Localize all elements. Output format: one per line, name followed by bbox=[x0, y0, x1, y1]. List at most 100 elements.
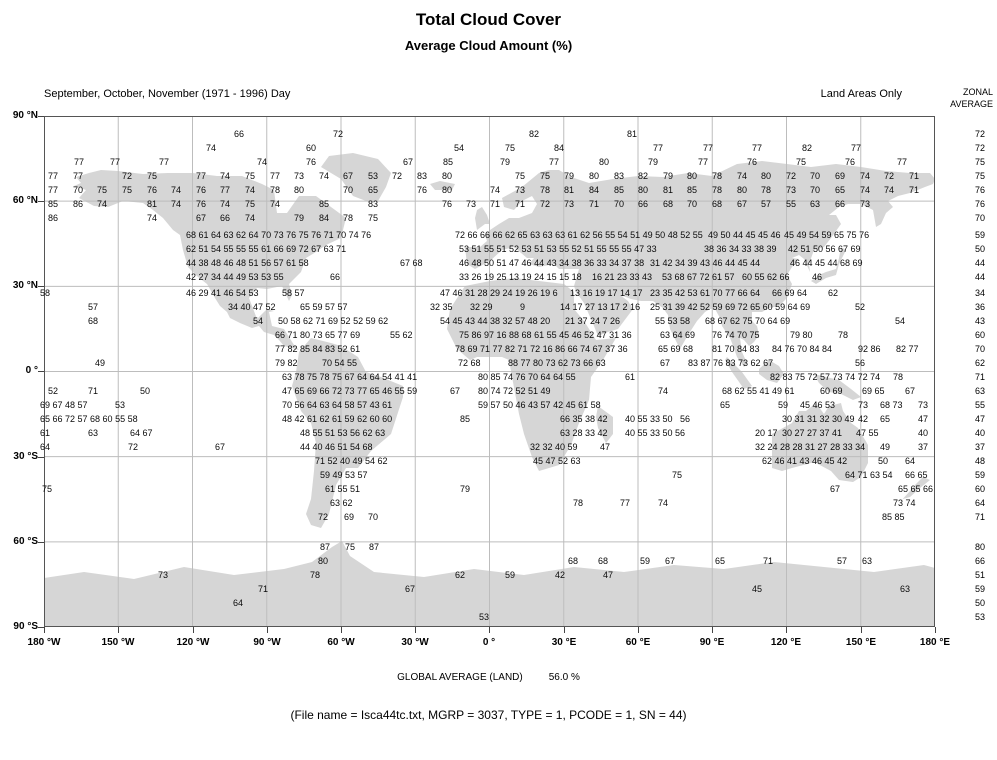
cloud-value: 62 46 41 43 46 45 42 bbox=[762, 456, 848, 466]
longitude-tick bbox=[638, 627, 639, 633]
cloud-value: 77 bbox=[752, 143, 763, 153]
cloud-value: 78 bbox=[540, 185, 551, 195]
period-label: September, October, November (1971 - 199… bbox=[44, 88, 291, 100]
cloud-value: 54 bbox=[454, 143, 465, 153]
cloud-value: 53 68 67 72 61 57 bbox=[662, 272, 735, 282]
latitude-label: 0 ° bbox=[25, 365, 38, 376]
landmass-new-zealand bbox=[900, 477, 930, 502]
cloud-value: 57 bbox=[761, 199, 772, 209]
cloud-value: 62 bbox=[828, 288, 839, 298]
cloud-value: 75 bbox=[97, 185, 108, 195]
longitude-label: 30 °E bbox=[551, 637, 577, 648]
cloud-value: 75 bbox=[147, 171, 158, 181]
cloud-value: 55 53 58 bbox=[655, 316, 691, 326]
cloud-value: 66 65 bbox=[905, 470, 928, 480]
cloud-value: 68 bbox=[88, 316, 99, 326]
zonal-average-value: 75 bbox=[974, 157, 985, 167]
zonal-average-value: 71 bbox=[974, 512, 985, 522]
cloud-value: 79 bbox=[460, 484, 471, 494]
cloud-value: 67 bbox=[660, 358, 671, 368]
cloud-value: 79 bbox=[564, 171, 575, 181]
longitude-label: 60 °E bbox=[625, 637, 651, 648]
cloud-value: 83 87 76 83 73 62 67 bbox=[688, 358, 774, 368]
cloud-value: 71 bbox=[763, 556, 774, 566]
cloud-value: 61 55 51 bbox=[325, 484, 361, 494]
longitude-tick bbox=[935, 627, 936, 633]
cloud-value: 63 62 bbox=[330, 498, 353, 508]
longitude-label: 120 °W bbox=[176, 637, 210, 648]
landmass-madagascar bbox=[596, 406, 613, 443]
cloud-value: 80 74 72 52 51 49 bbox=[478, 386, 551, 396]
cloud-value: 48 55 51 53 56 62 63 bbox=[300, 428, 386, 438]
cloud-value: 32 24 28 28 31 27 28 33 34 bbox=[755, 442, 866, 452]
cloud-value: 75 bbox=[42, 484, 53, 494]
cloud-value: 59 bbox=[505, 570, 516, 580]
zonal-average-value: 70 bbox=[974, 213, 985, 223]
cloud-value: 55 bbox=[786, 199, 797, 209]
cloud-value: 76 bbox=[417, 185, 428, 195]
longitude-label: 0 ° bbox=[482, 637, 496, 648]
cloud-value: 70 bbox=[368, 512, 379, 522]
cloud-value: 73 bbox=[860, 199, 871, 209]
cloud-value: 77 bbox=[270, 171, 281, 181]
land-areas-label: Land Areas Only bbox=[820, 88, 902, 100]
cloud-value: 84 76 70 84 84 bbox=[772, 344, 833, 354]
cloud-value: 54 bbox=[895, 316, 906, 326]
cloud-value: 67 bbox=[196, 213, 207, 223]
cloud-value: 73 bbox=[564, 199, 575, 209]
cloud-value: 74 bbox=[147, 213, 158, 223]
cloud-value: 83 bbox=[614, 171, 625, 181]
cloud-value: 61 bbox=[40, 428, 51, 438]
cloud-value: 49 50 44 45 45 46 bbox=[708, 230, 781, 240]
longitude-tick bbox=[44, 627, 45, 633]
cloud-value: 84 bbox=[589, 185, 600, 195]
cloud-value: 80 85 74 76 70 64 64 55 bbox=[478, 372, 576, 382]
cloud-value: 82 bbox=[638, 171, 649, 181]
cloud-value: 82 bbox=[529, 129, 540, 139]
cloud-value: 74 bbox=[884, 185, 895, 195]
zonal-average-value: 63 bbox=[974, 386, 985, 396]
latitude-tick bbox=[38, 542, 44, 543]
cloud-value: 9 bbox=[520, 302, 526, 312]
cloud-value: 64 bbox=[40, 442, 51, 452]
cloud-value: 75 bbox=[245, 171, 256, 181]
cloud-value: 66 69 64 bbox=[772, 288, 808, 298]
zonal-average-value: 50 bbox=[974, 244, 985, 254]
cloud-value: 71 bbox=[88, 386, 99, 396]
cloud-value: 79 bbox=[648, 157, 659, 167]
cloud-value: 44 40 46 51 54 68 bbox=[300, 442, 373, 452]
zonal-average-value: 37 bbox=[974, 442, 985, 452]
latitude-tick bbox=[38, 457, 44, 458]
cloud-value: 31 42 34 39 43 46 44 45 44 bbox=[650, 258, 761, 268]
cloud-value: 68 62 55 41 49 61 bbox=[722, 386, 795, 396]
cloud-value: 49 bbox=[95, 358, 106, 368]
cloud-value: 73 bbox=[466, 199, 477, 209]
longitude-label: 180 °W bbox=[27, 637, 61, 648]
cloud-value: 77 bbox=[897, 157, 908, 167]
cloud-value: 30 31 31 32 30 49 bbox=[782, 414, 855, 424]
zonal-average-value: 72 bbox=[974, 143, 985, 153]
cloud-value: 68 bbox=[663, 199, 674, 209]
global-average: GLOBAL AVERAGE (LAND) 56.0 % bbox=[0, 672, 977, 683]
zonal-average-value: 76 bbox=[974, 185, 985, 195]
cloud-value: 77 bbox=[653, 143, 664, 153]
zonal-average-value: 43 bbox=[974, 316, 985, 326]
cloud-value: 78 69 71 77 82 71 72 16 86 66 74 67 37 3… bbox=[455, 344, 628, 354]
cloud-value: 53 bbox=[479, 612, 490, 622]
cloud-value: 83 bbox=[368, 199, 379, 209]
longitude-tick bbox=[712, 627, 713, 633]
cloud-value: 85 bbox=[319, 199, 330, 209]
cloud-value: 47 bbox=[603, 570, 614, 580]
cloud-value: 82 83 75 72 57 73 74 72 74 bbox=[770, 372, 881, 382]
zonal-average-value: 60 bbox=[974, 484, 985, 494]
cloud-value: 77 bbox=[74, 157, 85, 167]
longitude-tick bbox=[489, 627, 490, 633]
cloud-value: 68 bbox=[598, 556, 609, 566]
zonal-header-line2: AVERAGE bbox=[950, 99, 993, 109]
cloud-value: 69 bbox=[344, 512, 355, 522]
cloud-value: 59 57 50 46 43 57 42 45 61 58 bbox=[478, 400, 601, 410]
cloud-value: 75 bbox=[122, 185, 133, 195]
cloud-value: 69 65 bbox=[862, 386, 885, 396]
longitude-label: 180 °E bbox=[919, 637, 951, 648]
cloud-value: 65 59 57 57 bbox=[300, 302, 348, 312]
